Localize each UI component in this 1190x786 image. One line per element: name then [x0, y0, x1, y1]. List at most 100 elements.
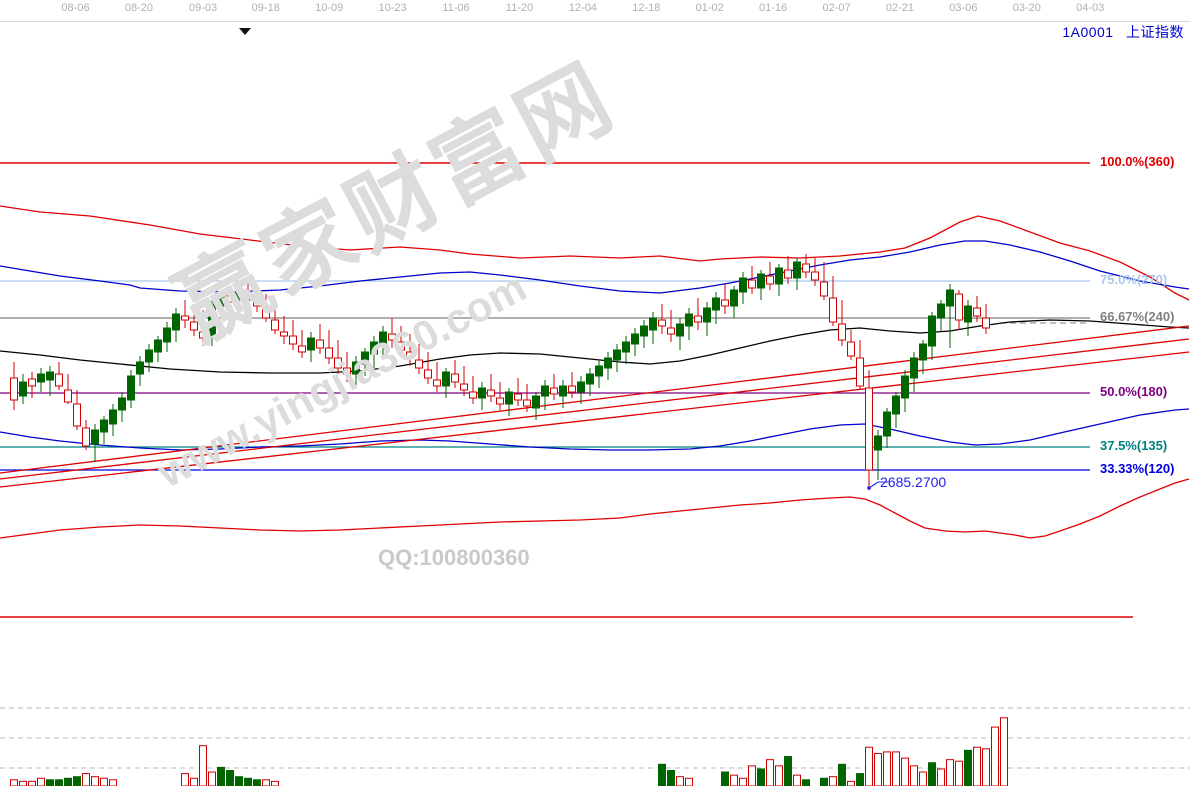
candle [730, 286, 738, 318]
candle [595, 360, 603, 388]
candle [217, 290, 225, 316]
date-tick: 08-06 [61, 2, 90, 14]
volume-bar [658, 763, 666, 786]
volume-bar [802, 779, 810, 786]
date-tick: 03-06 [949, 2, 978, 14]
candle [433, 362, 441, 392]
volume-bar [928, 762, 936, 786]
candle [307, 332, 315, 362]
candle [424, 352, 432, 384]
candle [181, 300, 189, 328]
candle [883, 408, 891, 448]
volume-bar [829, 776, 837, 786]
candle [910, 352, 918, 392]
candle [55, 362, 63, 390]
volume-bar [82, 773, 90, 786]
candle [469, 376, 477, 404]
volume-chart-pane[interactable] [0, 690, 1190, 786]
volume-bar [919, 771, 927, 786]
candle [523, 384, 531, 412]
volume-bar [181, 773, 189, 786]
date-tick: 04-03 [1076, 2, 1105, 14]
fib-level-label: 37.5%(135) [1100, 438, 1168, 453]
candle [370, 336, 378, 368]
candle [559, 380, 567, 408]
candle [397, 326, 405, 356]
candle [91, 424, 99, 462]
volume-bar [217, 766, 225, 786]
volume-bar [1000, 717, 1008, 786]
candle [568, 372, 576, 398]
volume-bar [55, 779, 63, 786]
candle [865, 370, 873, 490]
candle [415, 344, 423, 374]
volume-bar [820, 777, 828, 786]
candle [235, 284, 243, 312]
candlestick-series [10, 254, 990, 490]
candle [406, 334, 414, 366]
volume-bar [91, 776, 99, 786]
candle [118, 392, 126, 422]
candle [721, 284, 729, 314]
candle [577, 376, 585, 404]
candle [757, 270, 765, 300]
volume-bar [964, 749, 972, 786]
volume-bar [946, 759, 954, 786]
volume-bar [775, 765, 783, 786]
fib-level-label: 100.0%(360) [1100, 154, 1175, 169]
lower-band-blue [0, 408, 1190, 451]
volume-bar [955, 760, 963, 786]
volume-bar [937, 768, 945, 786]
candle [352, 356, 360, 388]
volume-bar [892, 751, 900, 786]
volume-bar [28, 780, 36, 786]
candle [658, 304, 666, 334]
candle [226, 286, 234, 308]
candle [613, 344, 621, 372]
indicator-overlays [0, 205, 1190, 539]
candle [388, 318, 396, 348]
low-callout-leader [867, 481, 888, 490]
candle [361, 348, 369, 376]
candle [982, 304, 990, 334]
volume-bar [910, 765, 918, 786]
date-tick: 11-06 [442, 2, 470, 14]
fib-level-label: 66.67%(240) [1100, 309, 1175, 324]
low-price-callout: 2685.2700 [880, 474, 947, 490]
volume-bar [208, 771, 216, 786]
candle [199, 310, 207, 346]
volume-bar [793, 774, 801, 786]
volume-bar [991, 726, 999, 786]
candle [451, 360, 459, 388]
cursor-marker-triangle-icon[interactable] [239, 28, 251, 35]
price-chart-pane[interactable] [0, 45, 1190, 690]
volume-bar [37, 777, 45, 786]
candle [631, 328, 639, 356]
candle [82, 420, 90, 450]
candle [154, 336, 162, 362]
candle [280, 316, 288, 344]
volume-bar [10, 779, 18, 786]
candle [127, 370, 135, 408]
candle [514, 378, 522, 406]
candle [667, 310, 675, 342]
volume-bar [64, 777, 72, 786]
volume-bar [244, 777, 252, 786]
date-tick: 02-07 [822, 2, 851, 14]
candle [541, 380, 549, 410]
candle [334, 340, 342, 374]
trend-channel-red-1 [0, 325, 1190, 474]
candle [19, 374, 27, 404]
volume-bar [262, 779, 270, 786]
symbol-name: 上证指数 [1126, 24, 1184, 40]
symbol-title: 1A0001 上证指数 [1062, 22, 1184, 42]
candle [586, 368, 594, 396]
extra-level-lines [0, 322, 1133, 618]
trend-channel-red-3 [0, 351, 1190, 488]
volume-bar [253, 779, 261, 786]
candle [73, 390, 81, 430]
candle [442, 368, 450, 398]
volume-bar [982, 748, 990, 786]
candle [172, 308, 180, 342]
